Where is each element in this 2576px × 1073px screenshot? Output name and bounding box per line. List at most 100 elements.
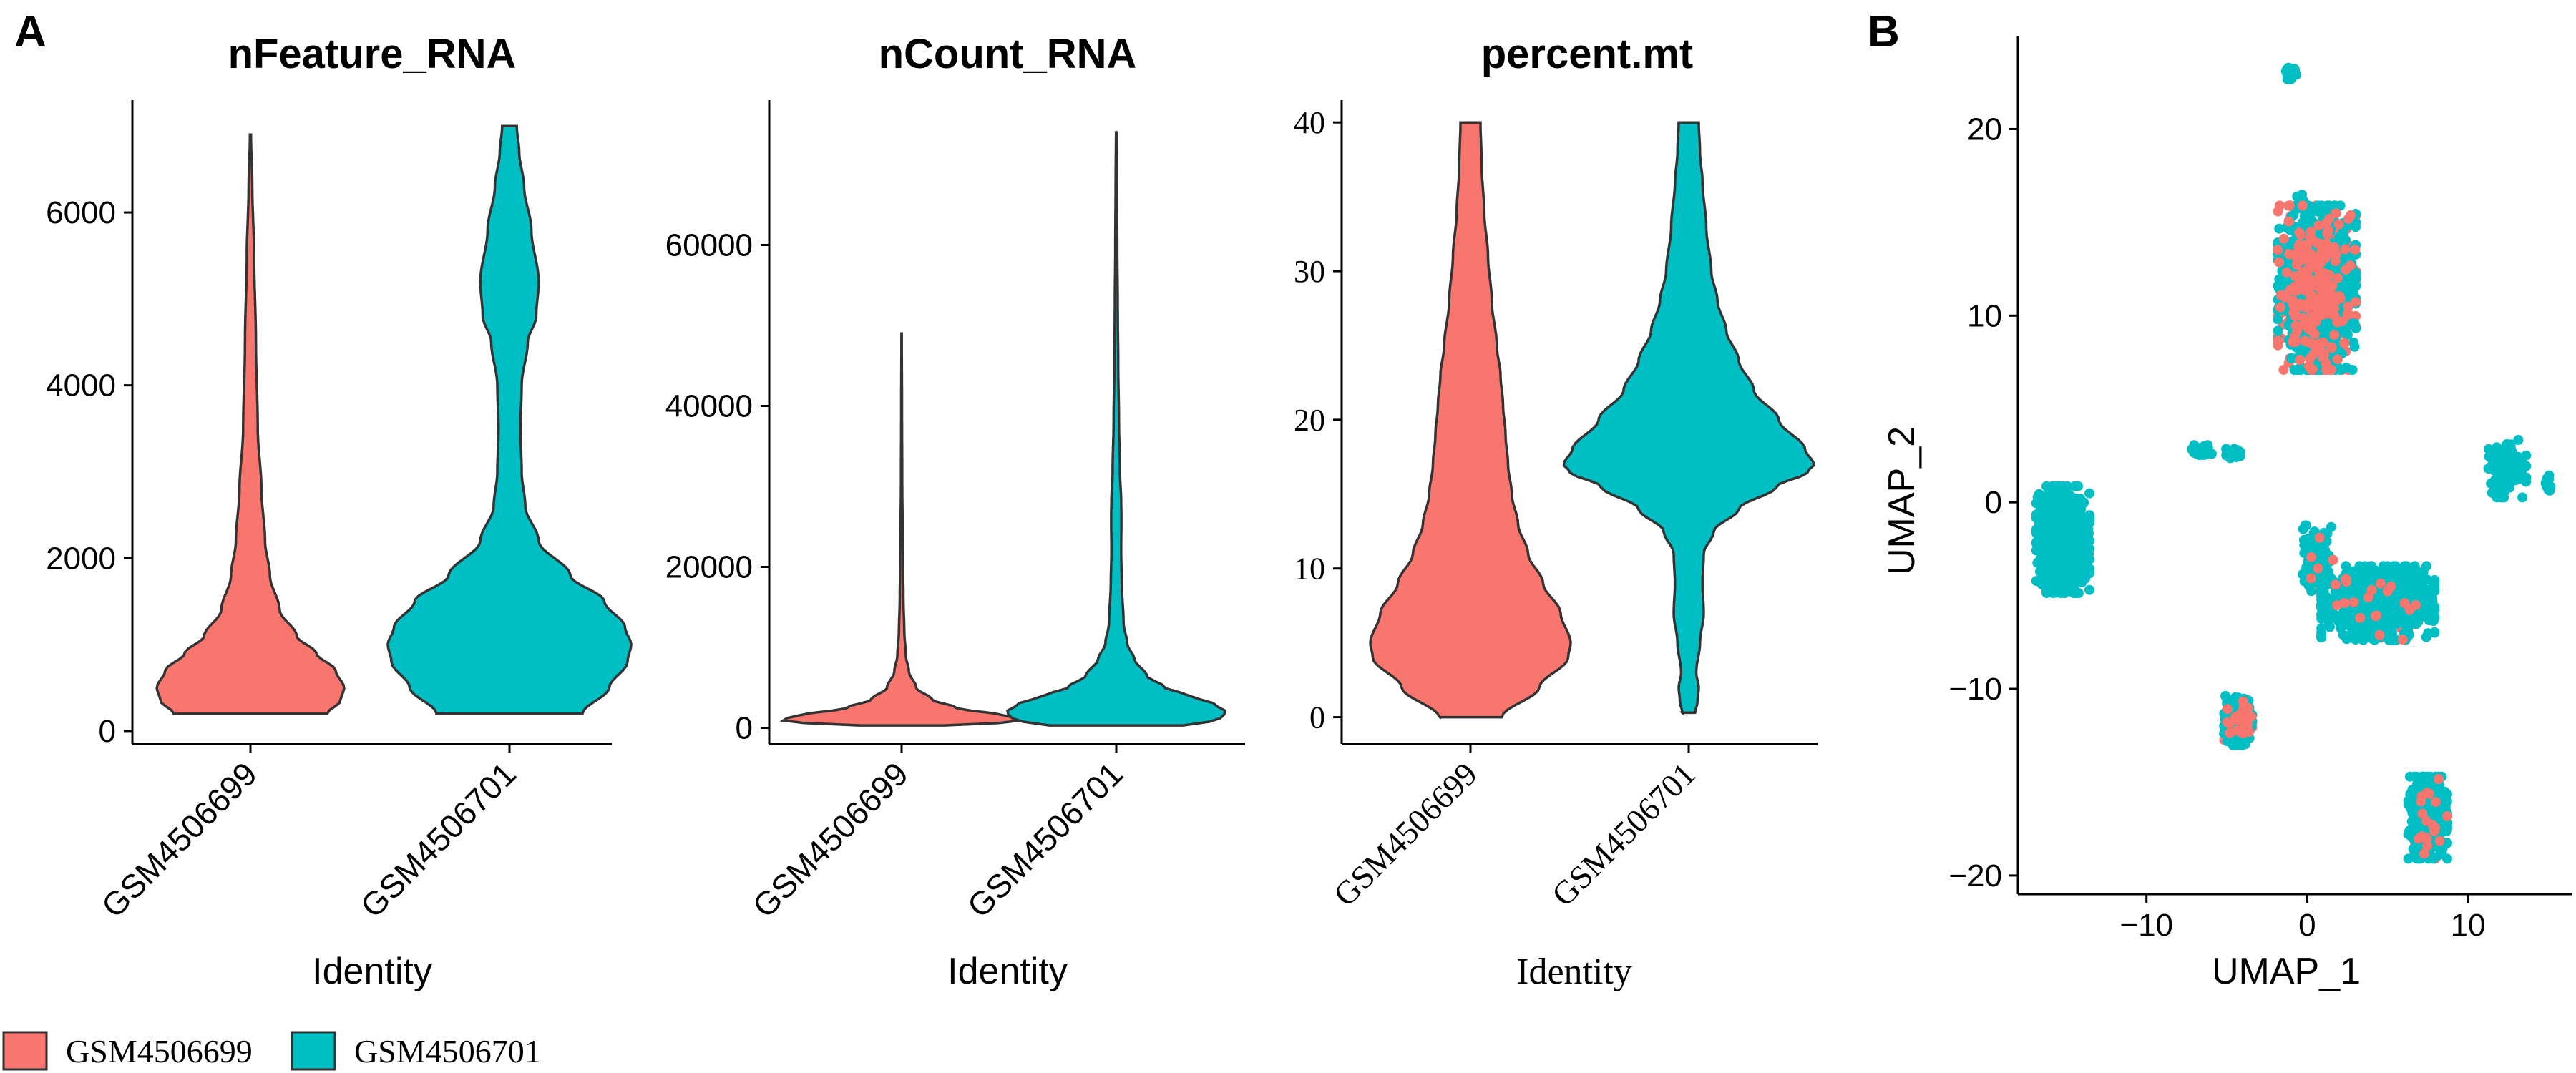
- point-gsm4506699: [2305, 295, 2316, 306]
- y-tick-label: 4000: [46, 368, 116, 403]
- point-gsm4506699: [2351, 297, 2361, 308]
- point-gsm4506699: [2328, 290, 2339, 301]
- point-gsm4506699: [2312, 237, 2323, 248]
- y-tick-label: 40000: [665, 389, 753, 424]
- point-gsm4506699: [2282, 267, 2292, 278]
- point-gsm4506701: [2431, 783, 2441, 794]
- point-gsm4506701: [2418, 574, 2429, 584]
- point-gsm4506701: [2326, 521, 2336, 532]
- point-gsm4506701: [2386, 622, 2397, 632]
- point-gsm4506701: [2051, 587, 2062, 598]
- point-gsm4506699: [2313, 343, 2323, 354]
- point-gsm4506701: [2222, 736, 2233, 747]
- point-gsm4506701: [2206, 449, 2217, 459]
- point-gsm4506699: [2321, 218, 2331, 229]
- point-gsm4506701: [2389, 604, 2400, 614]
- point-gsm4506699: [2316, 303, 2327, 314]
- point-gsm4506699: [2288, 250, 2299, 260]
- y-tick-label: 6000: [46, 195, 116, 230]
- point-gsm4506701: [2499, 492, 2509, 503]
- point-gsm4506701: [2316, 627, 2327, 638]
- point-gsm4506699: [2348, 597, 2359, 608]
- point-gsm4506699: [2238, 696, 2248, 707]
- x-tick-label: −10: [2119, 908, 2173, 943]
- point-gsm4506701: [2397, 618, 2408, 628]
- point-gsm4506699: [2333, 273, 2343, 283]
- point-gsm4506701: [2285, 67, 2296, 77]
- x-axis-label: Identity: [312, 951, 432, 992]
- point-gsm4506699: [2434, 836, 2445, 846]
- y-tick-label: 40: [1294, 105, 1325, 140]
- point-gsm4506701: [2489, 475, 2500, 486]
- plot-title: nCount_RNA: [879, 31, 1137, 77]
- point-gsm4506701: [2401, 561, 2412, 572]
- point-gsm4506701: [2066, 570, 2077, 580]
- point-gsm4506701: [2041, 588, 2052, 598]
- point-gsm4506699: [2442, 811, 2452, 821]
- point-gsm4506701: [2060, 507, 2071, 518]
- point-gsm4506701: [2045, 534, 2056, 545]
- point-gsm4506699: [2288, 308, 2299, 318]
- point-gsm4506699: [2331, 256, 2341, 267]
- x-tick-label: GSM4506699: [1327, 755, 1484, 913]
- point-gsm4506701: [2429, 575, 2440, 586]
- point-gsm4506701: [2483, 444, 2494, 454]
- point-gsm4506699: [2374, 629, 2385, 640]
- point-gsm4506701: [2416, 607, 2426, 617]
- point-gsm4506699: [2223, 704, 2233, 715]
- point-gsm4506701: [2340, 585, 2351, 596]
- y-tick-label: 10: [1967, 298, 2002, 333]
- point-gsm4506701: [2321, 580, 2332, 591]
- point-gsm4506699: [2322, 227, 2333, 238]
- point-gsm4506699: [2288, 336, 2298, 347]
- point-gsm4506701: [2323, 567, 2333, 577]
- point-gsm4506699: [2288, 295, 2298, 305]
- point-gsm4506699: [2313, 563, 2323, 574]
- point-gsm4506701: [2388, 561, 2399, 572]
- point-gsm4506701: [2226, 695, 2237, 706]
- point-gsm4506699: [2397, 635, 2408, 645]
- point-gsm4506701: [2223, 450, 2233, 461]
- point-gsm4506701: [2061, 577, 2072, 587]
- y-tick-label: 2000: [46, 541, 116, 576]
- point-gsm4506699: [2321, 250, 2332, 260]
- point-gsm4506699: [2371, 610, 2382, 621]
- point-gsm4506701: [2073, 481, 2083, 491]
- point-gsm4506699: [2311, 313, 2322, 324]
- point-gsm4506699: [2283, 216, 2294, 227]
- point-gsm4506699: [2350, 245, 2361, 255]
- point-gsm4506701: [2544, 470, 2555, 481]
- point-gsm4506699: [2427, 820, 2438, 831]
- violin-gsm4506699: [1369, 121, 1572, 719]
- panel-label-a: A: [14, 7, 47, 57]
- point-gsm4506701: [2513, 435, 2524, 445]
- point-gsm4506701: [2049, 507, 2060, 518]
- point-gsm4506701: [2341, 561, 2351, 572]
- point-gsm4506701: [2357, 604, 2368, 614]
- point-gsm4506699: [2331, 579, 2341, 590]
- point-gsm4506701: [2080, 573, 2090, 584]
- point-gsm4506701: [2037, 577, 2048, 588]
- point-gsm4506699: [2376, 578, 2386, 589]
- point-gsm4506701: [2049, 494, 2059, 504]
- point-gsm4506701: [2425, 804, 2436, 815]
- panel-label-b: B: [1868, 7, 1900, 57]
- y-tick-label: −20: [1948, 858, 2002, 893]
- point-gsm4506699: [2316, 286, 2327, 297]
- y-tick-label: 10: [1294, 552, 1325, 587]
- point-gsm4506699: [2318, 352, 2329, 363]
- point-gsm4506699: [2306, 552, 2316, 562]
- point-gsm4506701: [2084, 584, 2094, 595]
- point-gsm4506699: [2314, 278, 2325, 289]
- point-gsm4506701: [2348, 337, 2359, 348]
- point-gsm4506701: [2408, 572, 2419, 583]
- point-gsm4506701: [2379, 594, 2389, 604]
- point-gsm4506699: [2329, 330, 2340, 340]
- point-gsm4506699: [2416, 796, 2426, 807]
- point-gsm4506701: [2038, 511, 2049, 521]
- point-gsm4506701: [2496, 462, 2507, 473]
- point-gsm4506701: [2273, 314, 2283, 325]
- x-axis-label: UMAP_1: [2212, 951, 2361, 992]
- y-tick-label: 0: [1309, 700, 1325, 735]
